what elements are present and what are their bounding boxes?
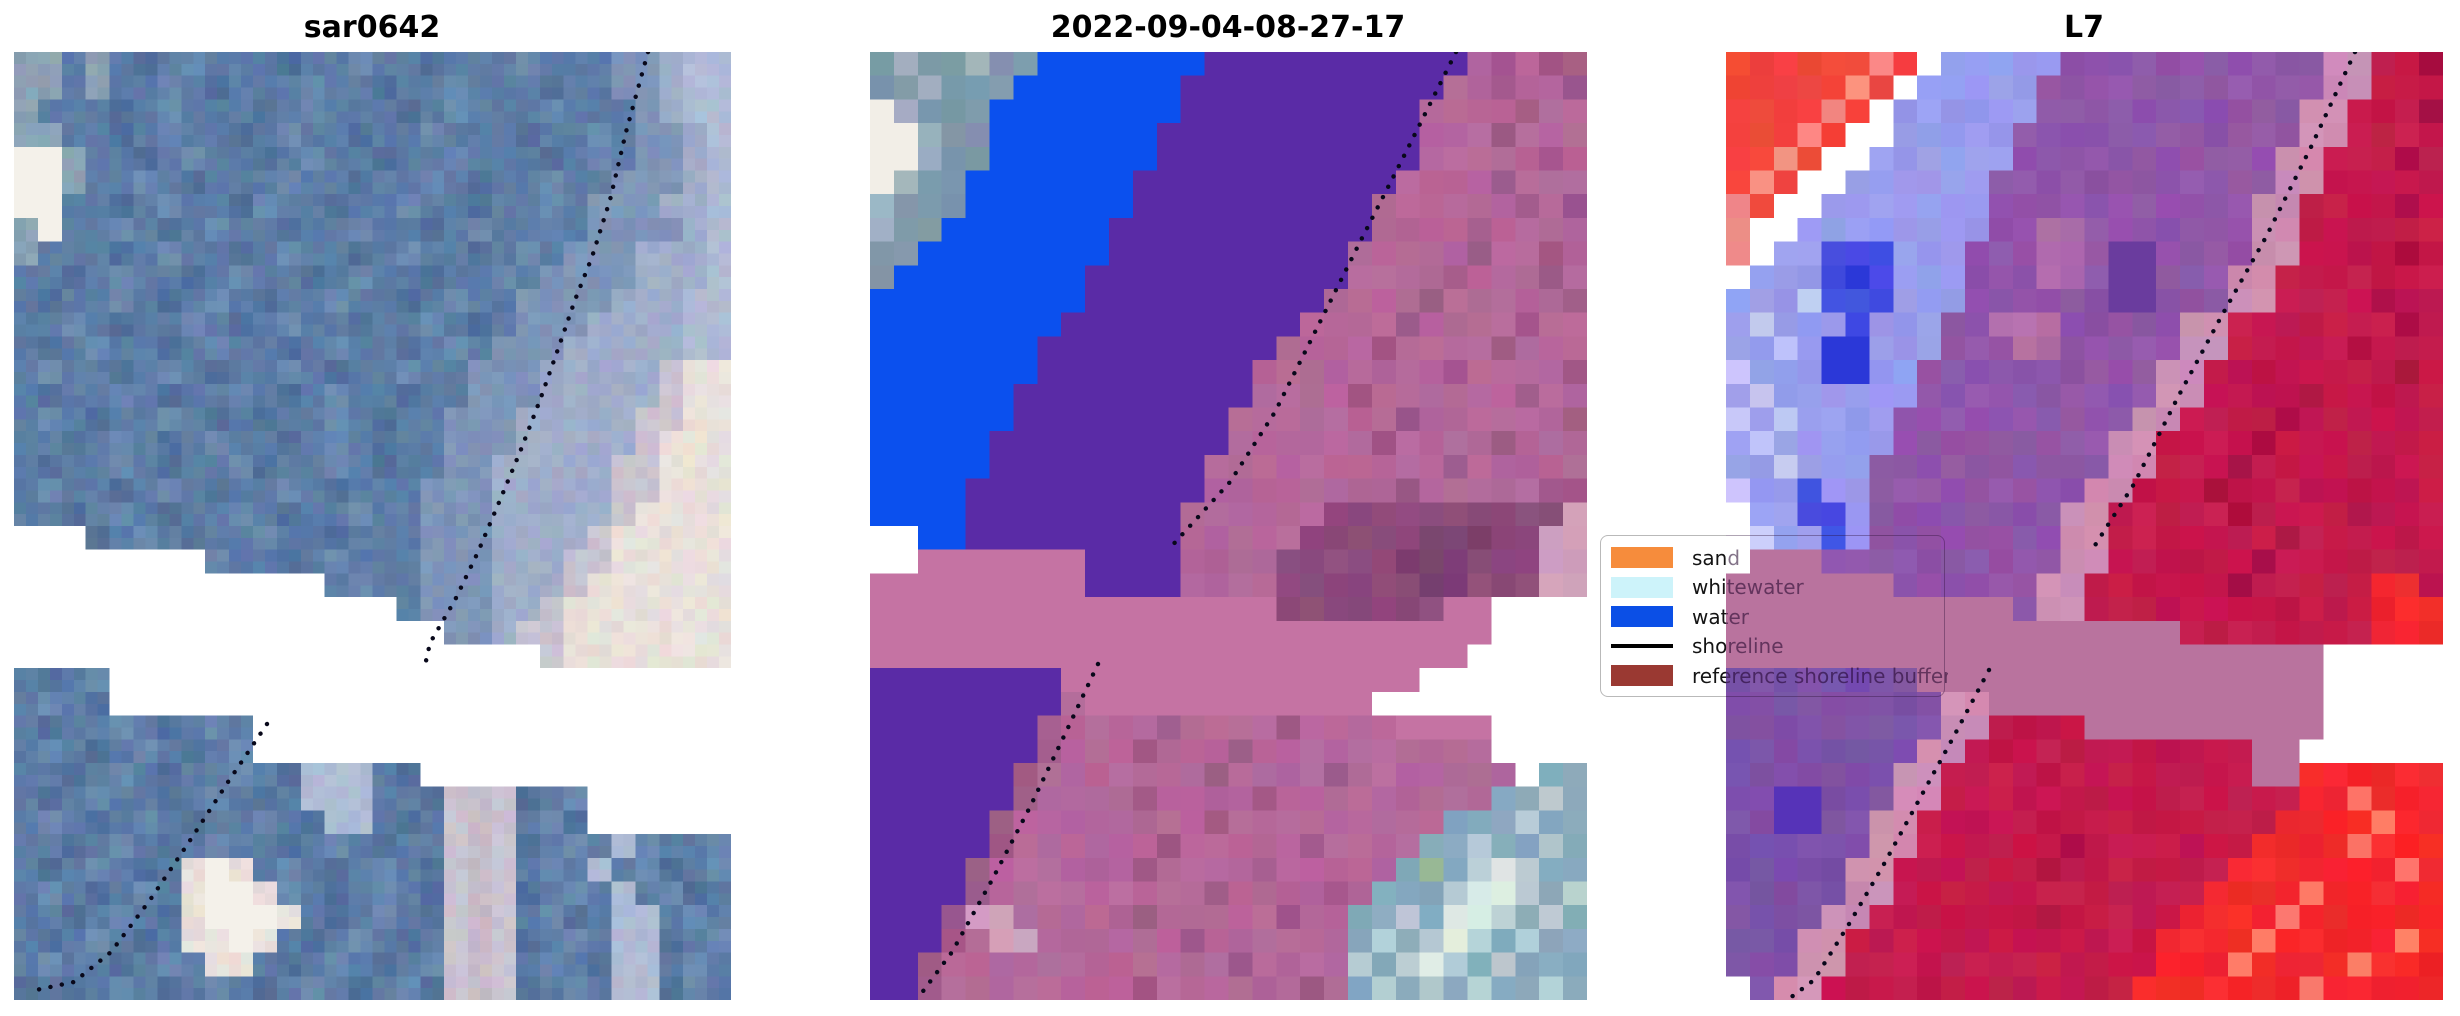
panel-title-sar0642: sar0642 (303, 10, 441, 45)
l7-image-canvas (1726, 52, 2443, 1000)
shoreline-dotted-line (33, 721, 270, 993)
panel-title-date: 2022-09-04-08-27-17 (1050, 10, 1406, 45)
shoreline-dotted-line (915, 661, 1101, 1000)
panel-sar0642 (14, 52, 731, 1000)
panel-title-l7: L7 (2064, 10, 2104, 45)
shoreline-dotted-line (421, 52, 651, 673)
legend-swatch-patch (1611, 576, 1673, 598)
shoreline-overlay (1787, 52, 2358, 1000)
legend-swatch-patch (1611, 606, 1673, 628)
sar-image-canvas (14, 52, 731, 1000)
shoreline-dotted-line (1166, 52, 1459, 552)
shoreline-dotted-line (2089, 52, 2358, 553)
legend-swatch-patch (1611, 665, 1673, 687)
legend-swatch-patch (1611, 547, 1673, 569)
panel-classified (870, 52, 1587, 1000)
shoreline-overlay (33, 52, 651, 993)
classified-image-canvas (870, 52, 1587, 1000)
legend-swatch-line (1611, 644, 1673, 649)
panel-l7 (1726, 52, 2443, 1000)
shoreline-overlay (915, 52, 1459, 1000)
shoreline-dotted-line (1787, 667, 1992, 1000)
